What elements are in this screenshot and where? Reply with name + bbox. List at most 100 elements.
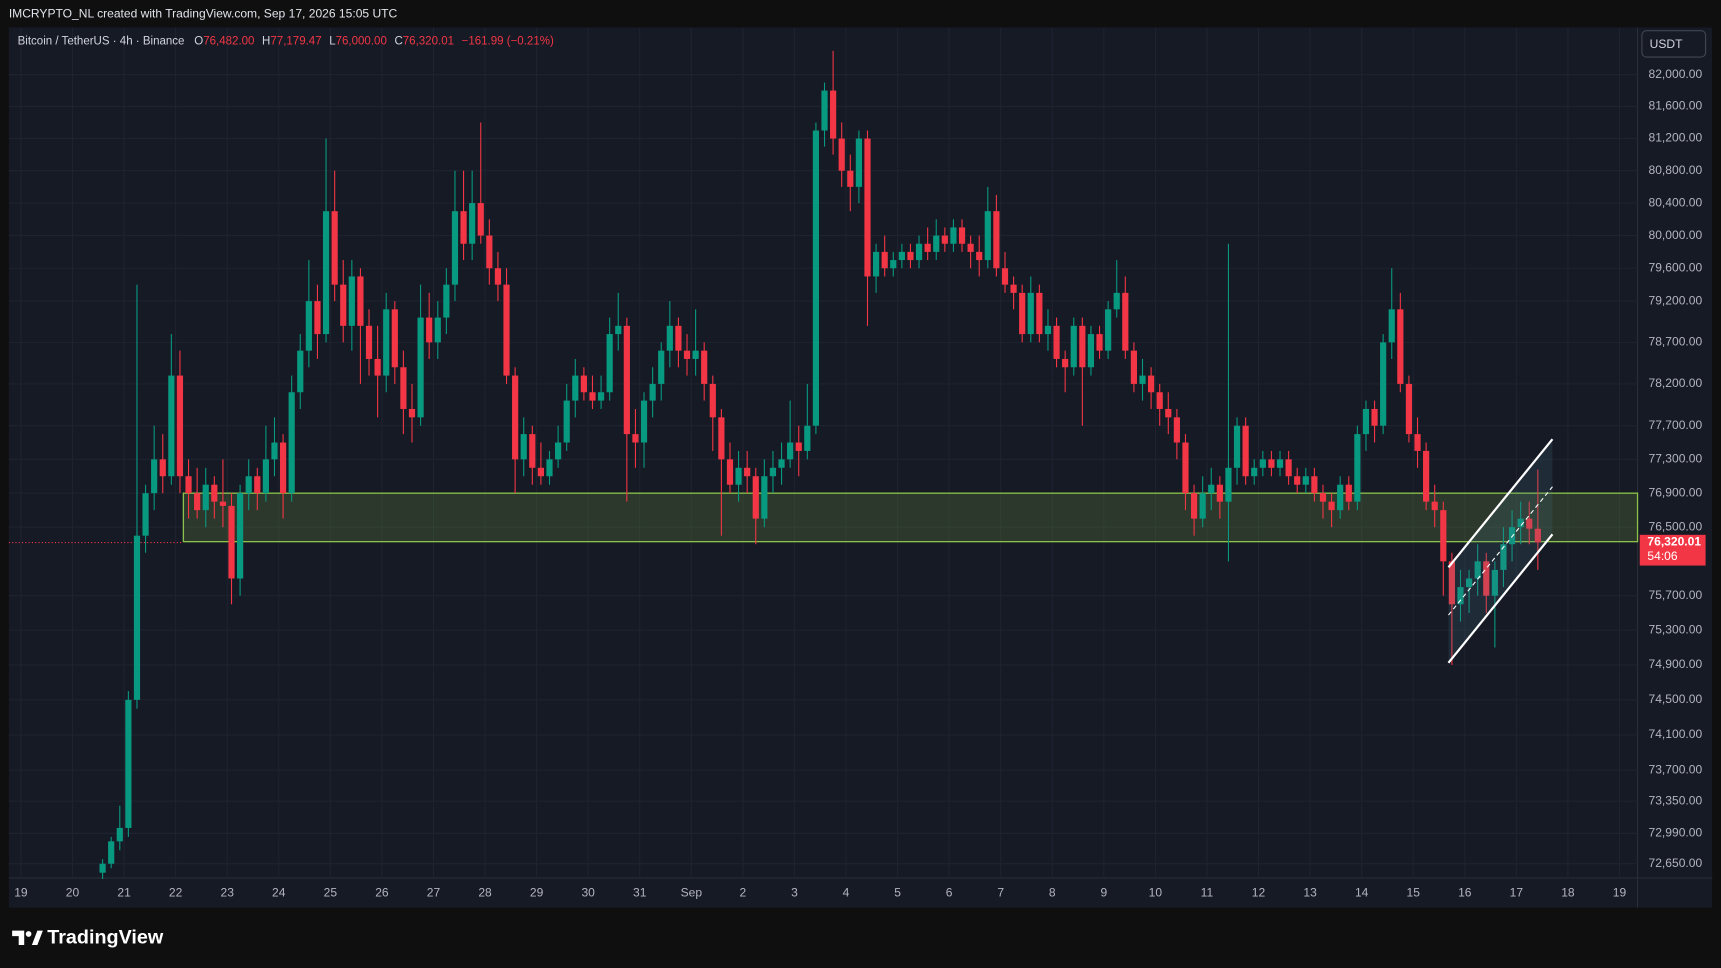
x-tick-label: 22 (169, 886, 183, 900)
candle-body (520, 434, 527, 460)
candle-body (1130, 350, 1138, 384)
y-tick-label: 74,500.00 (1649, 692, 1703, 706)
x-tick-label: 30 (581, 886, 595, 900)
candle-body (726, 459, 734, 485)
candle-body (563, 400, 570, 443)
candle-body (1328, 501, 1335, 511)
candle-body (1465, 578, 1473, 588)
candle-body (701, 350, 708, 384)
candle-body (1345, 484, 1352, 502)
candle-body (1362, 408, 1370, 435)
candle-body (1027, 292, 1034, 335)
candle-body (1182, 442, 1189, 494)
candle-body (597, 392, 605, 401)
candle-body (855, 138, 862, 187)
x-tick-label: 15 (1407, 886, 1421, 900)
currency[interactable]: USDT (1650, 37, 1683, 51)
channel-line (1447, 438, 1554, 569)
x-tick-label: 3 (791, 886, 798, 900)
candle-body (202, 484, 209, 511)
candle-body (1019, 292, 1026, 335)
candle-body (744, 467, 751, 477)
candle-body (305, 301, 312, 351)
x-tick-label: 4 (843, 886, 850, 900)
candle-body (941, 235, 948, 244)
brand: TradingView (47, 927, 164, 949)
candle-body (907, 251, 914, 261)
candle-body (151, 459, 158, 494)
candle-body (683, 350, 691, 359)
candle-body (537, 467, 545, 477)
candle-body (804, 425, 811, 451)
candle-body (1113, 292, 1120, 310)
x-tick-label: 7 (997, 886, 1004, 900)
candle-body (125, 699, 132, 828)
candle-body (709, 383, 716, 418)
candle-body (1311, 476, 1318, 494)
ohlc-value: 76,000.00 (336, 36, 387, 48)
candle-body (391, 309, 398, 368)
y-tick-label: 79,200.00 (1649, 293, 1703, 307)
y-tick-label: 74,900.00 (1649, 657, 1703, 671)
candle-body (271, 442, 278, 460)
candle-body (1337, 484, 1344, 511)
candle-body (99, 863, 106, 873)
change: −161.99 (−0.21%) (462, 36, 554, 48)
candle-body (108, 841, 115, 864)
candle-body (1096, 334, 1103, 351)
x-tick-label: 28 (478, 886, 492, 900)
candle-body (469, 203, 476, 244)
candle-body (632, 434, 639, 443)
candle-body (1268, 459, 1275, 468)
y-tick-label: 82,000.00 (1649, 67, 1703, 81)
ohlc-key: C (394, 36, 402, 48)
candle-body (176, 375, 184, 477)
candle-body (649, 383, 656, 401)
x-tick-label: 18 (1561, 886, 1575, 900)
candle-body (1423, 450, 1430, 502)
candle-body (1087, 334, 1095, 368)
candle-body (1276, 459, 1284, 468)
candle-body (1036, 292, 1043, 335)
price-label-box (1639, 534, 1706, 566)
ohlc-value: 76,482.00 (203, 36, 254, 48)
x-tick-label: Sep (681, 886, 703, 900)
candle-body (787, 442, 794, 460)
candle-body (1380, 342, 1387, 426)
y-tick-label: 77,700.00 (1649, 418, 1703, 432)
candle-body (1001, 268, 1009, 285)
candle-body (1388, 309, 1395, 343)
candle-body (993, 211, 1000, 269)
y-tick-label: 79,600.00 (1649, 260, 1703, 274)
x-tick-label: 31 (633, 886, 647, 900)
candle-body (477, 203, 484, 236)
candle-body (769, 467, 777, 477)
candle-body (219, 501, 227, 506)
y-tick-label: 81,600.00 (1649, 99, 1703, 113)
candle-body (1156, 392, 1163, 409)
candle-body (279, 442, 287, 494)
candle-body (1165, 408, 1172, 418)
y-tick-label: 81,200.00 (1649, 131, 1703, 145)
plot (8, 50, 1639, 879)
y-tick-label: 74,100.00 (1649, 727, 1703, 741)
candle-body (1319, 493, 1327, 502)
x-tick-label: 19 (1613, 886, 1627, 900)
y-tick-label: 80,000.00 (1649, 228, 1703, 242)
candle-body (915, 243, 923, 261)
candle-body (322, 211, 330, 335)
y-tick-label: 73,700.00 (1649, 762, 1703, 776)
candle-body (1302, 476, 1309, 485)
candle-body (357, 276, 364, 326)
candle-body (1233, 425, 1241, 468)
candle-body (984, 211, 991, 261)
currency-button[interactable] (1641, 30, 1707, 58)
candle-body (924, 243, 931, 252)
candle-body (1354, 434, 1361, 502)
candle-body (847, 170, 854, 187)
x-tick-label: 29 (530, 886, 544, 900)
candle-body (1225, 467, 1232, 502)
logo-mark (25, 931, 32, 937)
candle-body (1448, 561, 1455, 605)
candle-body (245, 476, 252, 494)
